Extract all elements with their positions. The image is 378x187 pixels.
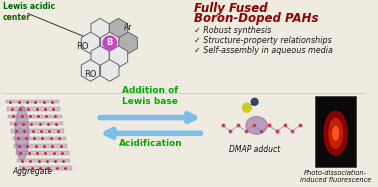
Bar (315, 96, 356, 167)
Circle shape (103, 36, 116, 50)
Text: RO: RO (76, 42, 88, 51)
Ellipse shape (246, 117, 267, 134)
Text: ✓ Self-assembly in aqueous media: ✓ Self-assembly in aqueous media (194, 46, 333, 55)
Polygon shape (91, 46, 109, 68)
Polygon shape (17, 159, 70, 162)
Ellipse shape (329, 119, 342, 148)
Ellipse shape (333, 126, 339, 140)
Ellipse shape (324, 111, 347, 155)
Text: Lewis acidic
center: Lewis acidic center (3, 2, 55, 22)
Text: Boron-Doped PAHs: Boron-Doped PAHs (194, 13, 318, 25)
Text: Ar: Ar (124, 23, 132, 32)
Polygon shape (6, 100, 59, 103)
Text: B: B (107, 38, 113, 47)
Polygon shape (11, 129, 64, 133)
Polygon shape (14, 144, 67, 148)
Polygon shape (119, 32, 137, 54)
Polygon shape (109, 46, 128, 68)
Polygon shape (91, 18, 109, 40)
Text: Photo-dissociation-
induced fluorescence: Photo-dissociation- induced fluorescence (300, 170, 372, 183)
Polygon shape (81, 60, 100, 81)
Circle shape (243, 103, 251, 112)
Polygon shape (10, 122, 63, 125)
Text: ✓ Structure-property relationships: ✓ Structure-property relationships (194, 36, 332, 45)
Text: Fully Fused: Fully Fused (194, 2, 267, 15)
Circle shape (251, 98, 258, 105)
Text: Addition of
Lewis base: Addition of Lewis base (122, 86, 178, 106)
Text: DMAP adduct: DMAP adduct (229, 145, 280, 154)
Text: Aggregate: Aggregate (12, 168, 53, 177)
Polygon shape (101, 60, 119, 81)
Ellipse shape (15, 106, 29, 160)
Polygon shape (101, 32, 119, 54)
Polygon shape (19, 166, 72, 170)
Polygon shape (109, 18, 128, 40)
Polygon shape (7, 107, 60, 111)
Text: RO: RO (84, 70, 96, 79)
Polygon shape (81, 32, 100, 54)
Text: Acidification: Acidification (118, 139, 182, 148)
Text: ✓ Robust synthesis: ✓ Robust synthesis (194, 26, 271, 35)
Polygon shape (15, 151, 69, 155)
Polygon shape (13, 137, 66, 140)
Polygon shape (8, 115, 62, 118)
